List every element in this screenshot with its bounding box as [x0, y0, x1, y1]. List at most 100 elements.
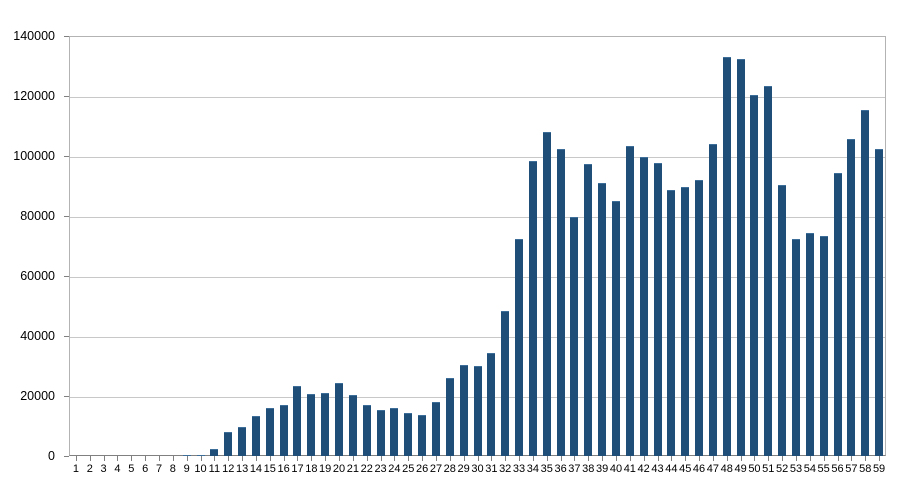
x-axis: 1 2 3 4 5 6 7 8 9 10 11 12 13 14 15 16 17 18 19 20 21 22 23 24 2…: [69, 456, 886, 493]
y-axis-tick-mark: [64, 336, 69, 337]
y-axis-tick-mark: [64, 36, 69, 37]
x-axis-tick-label: 15: [263, 463, 276, 475]
x-axis-tick-label: 30: [471, 463, 484, 475]
x-axis-tick-mark: [269, 456, 271, 461]
bar: [279, 405, 288, 456]
x-axis-tick-label: 24: [388, 463, 401, 475]
x-axis-tick-label: 28: [443, 463, 456, 475]
gridline: [70, 97, 885, 98]
gridline: [70, 337, 885, 338]
x-axis-tick-mark: [602, 456, 604, 461]
bar: [501, 310, 510, 456]
x-axis-tick-mark: [782, 456, 784, 461]
x-axis-tick-label: 46: [692, 463, 706, 475]
x-axis-tick-mark: [75, 456, 77, 461]
y-axis-tick-label: 100000: [13, 149, 55, 163]
bar: [736, 59, 745, 456]
x-axis-tick-label: 38: [582, 463, 595, 475]
bar: [293, 386, 302, 456]
bar: [791, 238, 800, 456]
bar: [875, 149, 884, 456]
bar: [861, 110, 870, 456]
bar: [528, 160, 537, 456]
x-axis-tick-label: 5: [128, 463, 135, 475]
bar: [335, 383, 344, 456]
x-axis-tick-label: 34: [526, 463, 539, 475]
x-axis-tick-mark: [712, 456, 714, 461]
x-axis-tick-mark: [380, 456, 382, 461]
bar: [584, 163, 593, 456]
x-axis-tick-label: 35: [540, 463, 553, 475]
x-axis-tick-label: 31: [485, 463, 498, 475]
x-axis-tick-mark: [657, 456, 659, 461]
x-axis-tick-mark: [629, 456, 631, 461]
x-axis-tick-mark: [242, 456, 244, 461]
x-axis-tick-mark: [837, 456, 839, 461]
bar: [695, 180, 704, 456]
x-axis-tick-mark: [325, 456, 327, 461]
x-axis-tick-mark: [879, 456, 881, 461]
bar: [224, 432, 233, 456]
bar: [515, 239, 524, 456]
x-axis-tick-label: 20: [332, 463, 346, 475]
x-axis-tick-mark: [228, 456, 230, 461]
bar: [764, 85, 773, 456]
bar: [487, 352, 496, 456]
gridline: [70, 277, 885, 278]
y-axis-tick-mark: [64, 456, 69, 457]
bar: [625, 146, 634, 456]
bar: [445, 378, 454, 456]
bar: [598, 183, 607, 456]
bar: [708, 144, 717, 456]
bar: [667, 189, 676, 456]
bar: [182, 455, 191, 456]
x-axis-tick-label: 2: [86, 463, 93, 475]
bar: [611, 201, 620, 456]
x-axis-tick-label: 59: [872, 463, 886, 475]
bar: [376, 409, 385, 456]
x-axis-tick-label: 49: [734, 463, 747, 475]
x-axis-tick-mark: [186, 456, 188, 461]
x-axis-tick-mark: [131, 456, 133, 461]
y-axis-tick-mark: [64, 276, 69, 277]
x-axis-tick-label: 47: [706, 463, 720, 475]
x-axis-tick-mark: [172, 456, 174, 461]
x-axis-tick-mark: [463, 456, 465, 461]
x-axis-tick-label: 6: [142, 463, 149, 475]
x-axis-tick-mark: [352, 456, 354, 461]
x-axis-tick-label: 8: [169, 463, 176, 475]
x-axis-tick-mark: [311, 456, 313, 461]
y-axis-tick-label: 140000: [13, 29, 55, 43]
bar: [639, 156, 648, 456]
x-axis-tick-label: 51: [762, 463, 775, 475]
x-axis-tick-mark: [505, 456, 507, 461]
x-axis-tick-mark: [809, 456, 811, 461]
x-axis-tick-mark: [422, 456, 424, 461]
x-axis-tick-label: 56: [831, 463, 844, 475]
bar: [210, 448, 219, 456]
x-axis-tick-label: 21: [346, 463, 359, 475]
y-axis-tick-label: 40000: [20, 329, 55, 343]
x-axis-tick-mark: [851, 456, 853, 461]
x-axis-tick-mark: [726, 456, 728, 461]
x-axis-tick-label: 53: [789, 463, 803, 475]
x-axis-tick-label: 45: [679, 463, 692, 475]
x-axis-tick-label: 18: [305, 463, 318, 475]
bar: [681, 186, 690, 456]
x-axis-tick-label: 1: [72, 463, 79, 475]
bar: [265, 407, 274, 456]
y-axis-tick-label: 0: [48, 449, 55, 463]
x-axis-tick-mark: [200, 456, 202, 461]
x-axis-tick-label: 17: [291, 463, 304, 475]
bar: [307, 393, 316, 456]
x-axis-tick-label: 11: [208, 463, 221, 475]
x-axis-tick-mark: [145, 456, 147, 461]
x-axis-tick-mark: [89, 456, 91, 461]
bar: [196, 454, 205, 456]
bar: [805, 233, 814, 456]
bar: [542, 132, 551, 456]
y-axis-tick-mark: [64, 396, 69, 397]
x-axis-tick-label: 52: [776, 463, 789, 475]
x-axis-tick-label: 4: [114, 463, 121, 475]
